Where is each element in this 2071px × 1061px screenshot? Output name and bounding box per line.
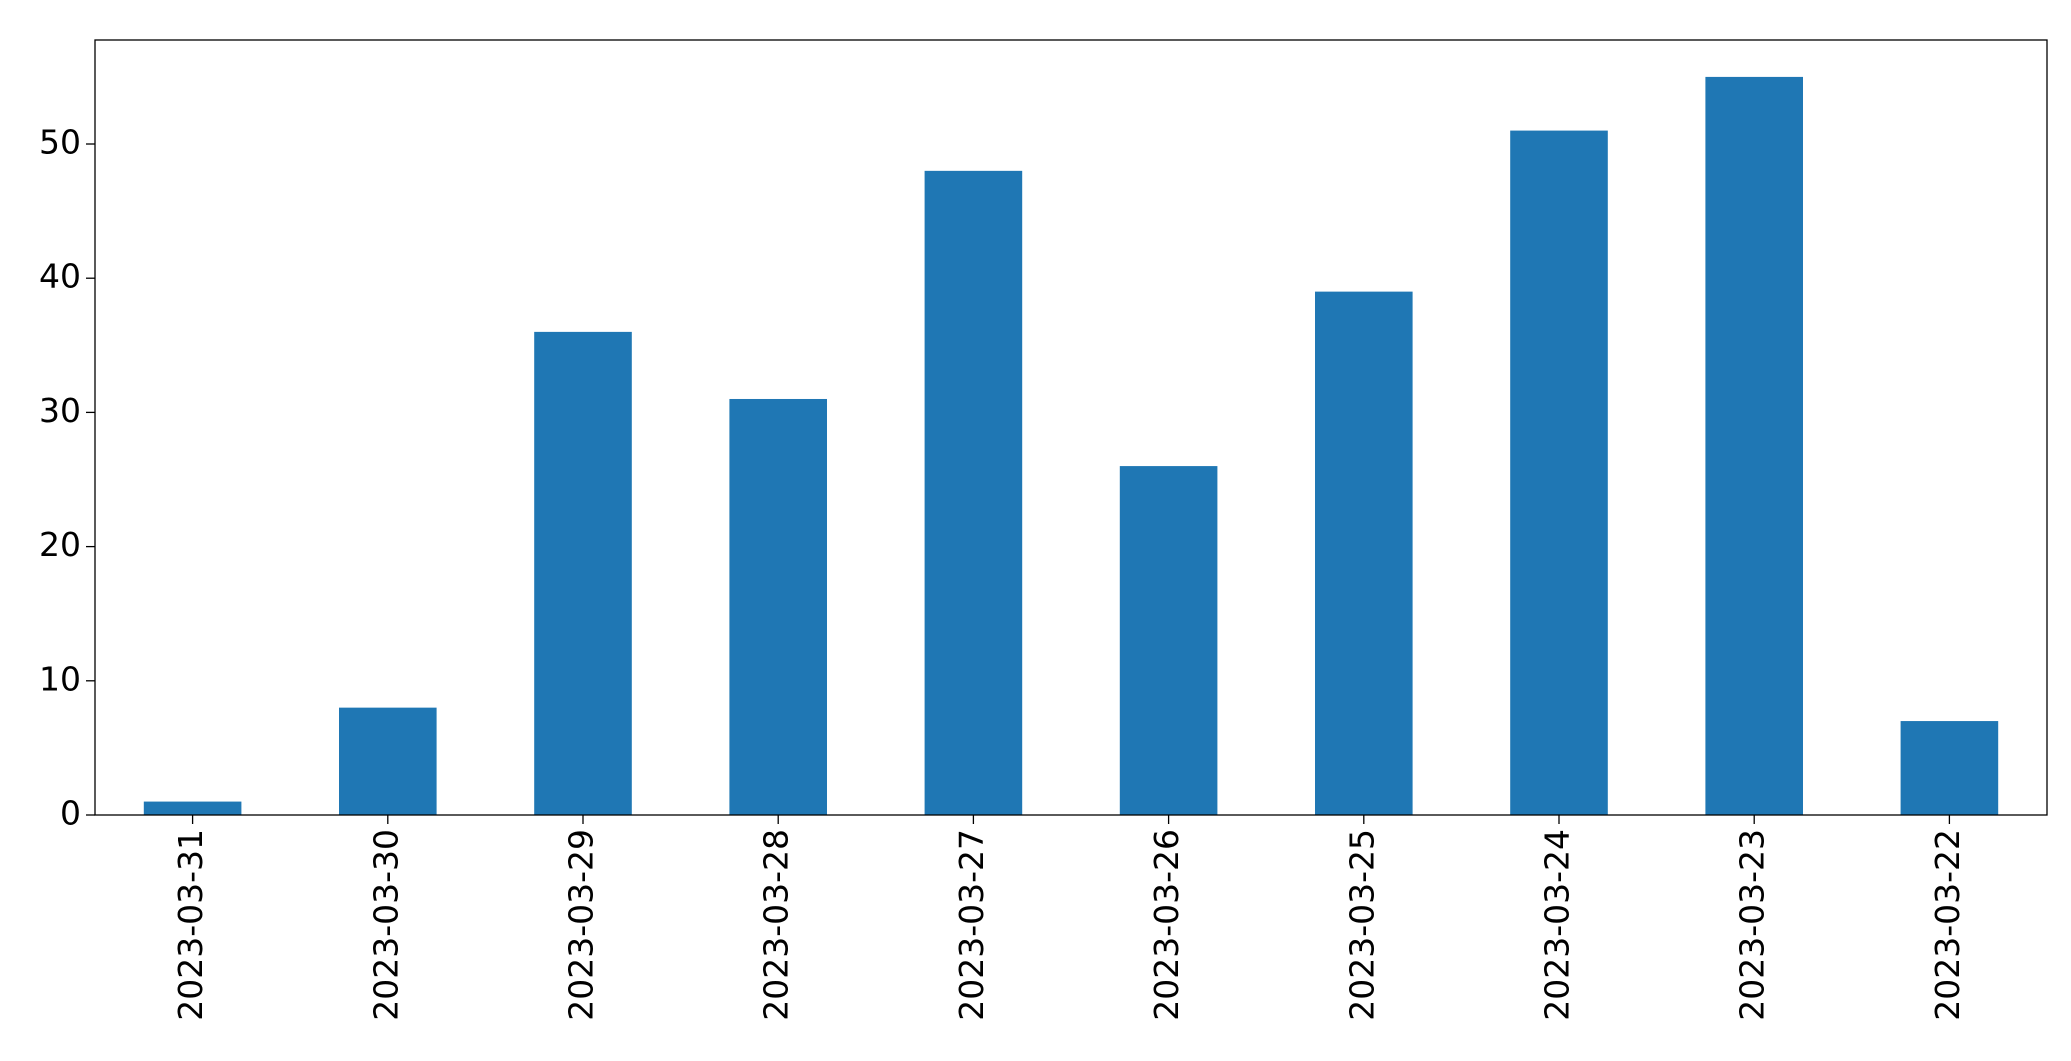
- bar: [339, 707, 437, 815]
- bar: [1315, 291, 1413, 815]
- bar: [924, 170, 1023, 815]
- plot-frame: [94, 39, 2048, 816]
- x-tick-label: 2023-03-25: [1342, 829, 1381, 1021]
- bar: [1119, 466, 1218, 815]
- y-tick-label: 40: [39, 257, 81, 296]
- bar: [1705, 76, 1803, 815]
- x-tick-label: 2023-03-26: [1147, 829, 1186, 1021]
- y-tick-label: 0: [60, 794, 81, 833]
- bar: [1510, 130, 1608, 815]
- x-tick-label: 2023-03-28: [757, 829, 796, 1021]
- x-tick-label: 2023-03-31: [171, 829, 210, 1021]
- bar: [143, 801, 242, 815]
- x-tick-label: 2023-03-24: [1538, 829, 1577, 1021]
- bar: [729, 398, 827, 815]
- y-tick-label: 30: [39, 391, 81, 430]
- y-tick-label: 10: [39, 659, 81, 698]
- bar: [1900, 721, 1999, 815]
- x-tick-label: 2023-03-27: [952, 829, 991, 1021]
- x-tick-label: 2023-03-29: [562, 829, 601, 1021]
- x-tick-label: 2023-03-22: [1928, 829, 1967, 1021]
- x-tick-label: 2023-03-23: [1733, 829, 1772, 1021]
- y-tick-label: 20: [39, 525, 81, 564]
- bar: [534, 331, 632, 815]
- x-tick-label: 2023-03-30: [366, 829, 405, 1021]
- y-tick-label: 50: [39, 123, 81, 162]
